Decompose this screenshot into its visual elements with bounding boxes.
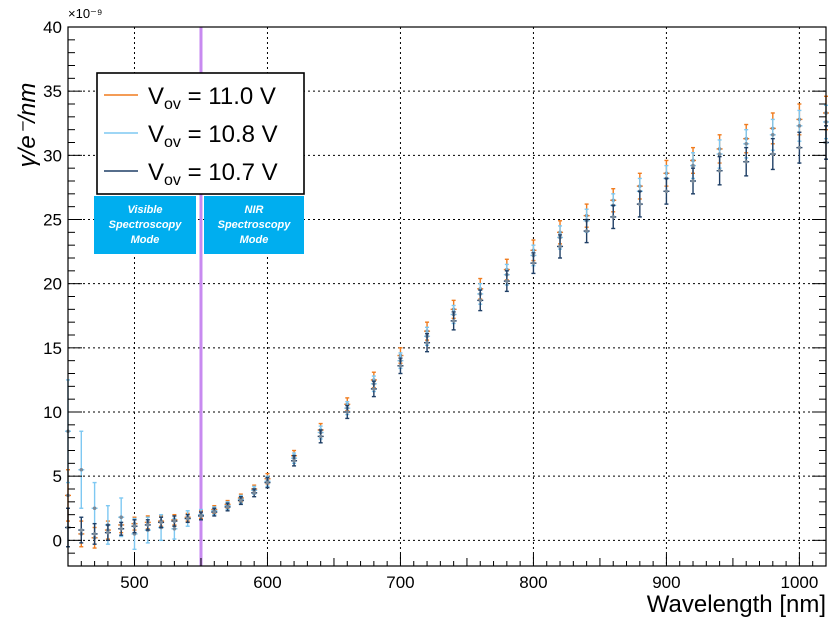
data-series [65,95,829,551]
data-point [664,189,669,194]
axis-ticks: 500 600 700 800 900 1000 0 5 10 15 20 25 30 35 40 [43,18,827,592]
data-point [478,298,483,303]
data-point [744,159,749,164]
data-point [119,515,123,520]
x-tick-label: 600 [253,573,281,592]
data-point [797,124,802,128]
data-point [159,520,163,525]
data-point [185,516,190,521]
data-point [611,215,616,219]
data-point [691,179,695,183]
data-point [92,506,97,511]
data-point [225,505,230,509]
mode-box-label: Mode [131,234,160,246]
data-point [212,510,217,514]
mode-box [204,196,304,254]
y-tick-label: 10 [43,403,62,422]
y-scale-label: ×10⁻⁹ [68,6,102,21]
y-tick-label: 20 [43,275,62,294]
data-point [265,480,270,485]
data-point [531,261,536,265]
data-point [292,458,296,463]
legend-label: Vov = 10.7 V [148,159,278,189]
data-point [372,387,376,391]
data-point [691,163,695,168]
data-point [398,364,403,368]
mode-box-label: Mode [240,234,269,246]
data-point [451,319,456,323]
data-point [771,152,775,156]
data-point [425,340,429,345]
data-point [558,244,562,249]
data-point [145,523,150,527]
mode-box [94,196,196,254]
data-point [797,145,802,150]
x-axis-title: Wavelength [nm] [647,591,826,618]
data-point [345,410,350,414]
y-tick-label: 0 [53,531,62,550]
data-point [132,524,137,529]
data-point [199,514,203,518]
y-tick-label: 40 [43,18,62,37]
data-point [92,532,97,536]
x-tick-label: 700 [386,573,414,592]
data-point [717,152,722,156]
data-point [106,530,110,535]
x-tick-label: 500 [120,573,148,592]
mode-box-label: NIR [245,204,264,216]
data-point [638,202,642,206]
mode-box-label: Spectroscopy [109,219,183,231]
y-tick-label: 15 [43,339,62,358]
data-point [172,526,177,531]
x-tick-label: 900 [652,573,680,592]
data-point [252,491,256,495]
data-point [79,467,84,472]
y-tick-label: 30 [43,146,62,165]
data-point [505,279,509,283]
mode-boxes: Visible Spectroscopy Mode NIR Spectroscopy Mo… [94,196,304,254]
legend-label: Vov = 11.0 V [148,83,276,113]
legend: Vov = 11.0 V Vov = 10.8 V Vov = 10.7 V [96,72,305,195]
data-point [717,168,722,173]
mode-box-label: Spectroscopy [218,219,292,231]
data-point [744,141,749,146]
y-axis-title: γ/e⁻/nm [14,83,41,168]
legend-label: Vov = 10.8 V [148,121,278,151]
data-point [119,526,123,531]
y-tick-label: 35 [43,82,62,101]
data-point [79,528,84,532]
x-tick-label: 1000 [780,573,818,592]
y-tick-label: 5 [53,467,62,486]
data-point [318,434,323,439]
x-tick-label: 800 [519,573,547,592]
data-point [584,229,589,233]
mode-box-label: Visible [127,204,162,216]
data-point [239,498,243,503]
data-point [172,519,177,523]
data-point [771,133,775,137]
y-tick-label: 25 [43,211,62,230]
